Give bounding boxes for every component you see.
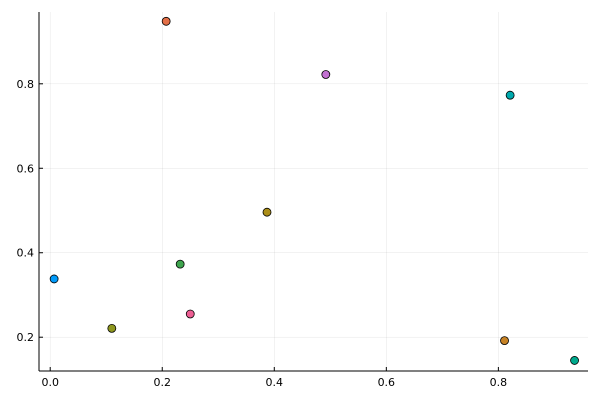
x-tick-label: 0.0 bbox=[41, 376, 59, 389]
scatter-point-7 bbox=[185, 309, 195, 319]
x-tick-label: 0.8 bbox=[490, 376, 508, 389]
axes bbox=[38, 12, 588, 372]
x-tick-label: 0.6 bbox=[378, 376, 396, 389]
x-ticks: 0.0 0.2 0.4 0.6 0.8 bbox=[41, 367, 507, 389]
y-tick-label: 0.6 bbox=[17, 162, 35, 175]
y-tick-label: 0.8 bbox=[17, 78, 35, 91]
y-tick-label: 0.2 bbox=[17, 331, 35, 344]
grid bbox=[39, 12, 588, 371]
scatter-point-1 bbox=[49, 274, 59, 284]
scatter-point-5 bbox=[262, 207, 272, 217]
scatter-point-4 bbox=[321, 70, 331, 79]
scatter-point-2 bbox=[161, 16, 171, 26]
x-tick-label: 0.4 bbox=[266, 376, 284, 389]
points bbox=[49, 16, 579, 365]
scatter-point-3 bbox=[175, 259, 185, 269]
scatter-point-8 bbox=[500, 336, 509, 345]
scatter-point-10 bbox=[107, 323, 117, 333]
x-tick-label: 0.2 bbox=[153, 376, 171, 389]
scatter-point-6 bbox=[505, 90, 515, 100]
y-tick-label: 0.4 bbox=[17, 247, 35, 260]
y-ticks: 0.2 0.4 0.6 0.8 bbox=[17, 78, 43, 344]
scatter-point-9 bbox=[570, 356, 579, 365]
